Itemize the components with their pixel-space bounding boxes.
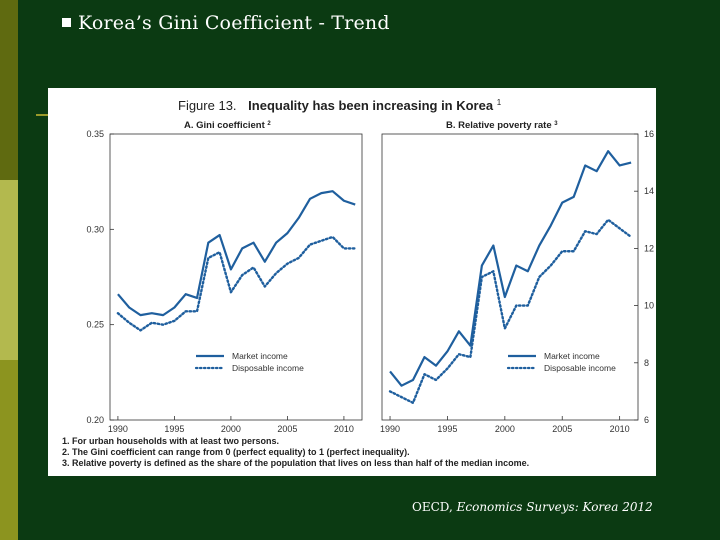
divider-rule xyxy=(36,114,56,116)
y-tick-label: 14 xyxy=(644,186,654,196)
legend-label: Disposable income xyxy=(232,363,304,373)
side-band-top xyxy=(0,0,18,180)
y-tick-label: 10 xyxy=(644,301,654,311)
legend-label: Disposable income xyxy=(544,363,616,373)
square-bullet-icon xyxy=(62,18,71,27)
y-tick-label: 0.25 xyxy=(86,320,104,330)
legend-label: Market income xyxy=(544,351,600,361)
side-band-bottom xyxy=(0,360,18,540)
figure-title-prefix: Figure 13. xyxy=(178,98,237,113)
figure-title-sup: 1 xyxy=(497,98,502,107)
figure-title: Figure 13. Inequality has been increasin… xyxy=(178,98,502,113)
x-tick-label: 2005 xyxy=(552,424,572,434)
note-3: 3. Relative poverty is defined as the sh… xyxy=(62,458,529,468)
x-tick-label: 1995 xyxy=(164,424,184,434)
x-tick-label: 1990 xyxy=(380,424,400,434)
figure-svg: Figure 13. Inequality has been increasin… xyxy=(62,98,654,468)
x-tick-label: 2005 xyxy=(277,424,297,434)
caption-title: Economics Surveys: Korea 2012 xyxy=(456,500,653,514)
slide-title: Korea’s Gini Coefficient - Trend xyxy=(62,12,390,34)
y-tick-label: 0.30 xyxy=(86,224,104,234)
x-tick-label: 1995 xyxy=(437,424,457,434)
slide-title-text: Korea’s Gini Coefficient - Trend xyxy=(78,12,390,34)
plot-frame-1 xyxy=(381,133,639,421)
legend-label: Market income xyxy=(232,351,288,361)
panel-a-title: A. Gini coefficient 2 xyxy=(184,120,271,131)
x-tick-label: 2000 xyxy=(495,424,515,434)
figure-panel: Figure 13. Inequality has been increasin… xyxy=(48,88,656,476)
plot-frame-0 xyxy=(109,133,363,421)
y-tick-label: 0.20 xyxy=(86,415,104,425)
series-line-market-1 xyxy=(389,150,632,387)
note-1: 1. For urban households with at least tw… xyxy=(62,436,279,446)
y-tick-label: 0.35 xyxy=(86,129,104,139)
panel-a-title-text: A. Gini coefficient xyxy=(184,120,266,131)
x-tick-label: 2000 xyxy=(221,424,241,434)
panel-b-title: B. Relative poverty rate 3 xyxy=(446,120,558,131)
note-2: 2. The Gini coefficient can range from 0… xyxy=(62,447,410,457)
side-band-middle xyxy=(0,180,18,360)
y-tick-label: 6 xyxy=(644,415,649,425)
x-tick-label: 1990 xyxy=(108,424,128,434)
caption-source: OECD, xyxy=(412,500,453,514)
x-tick-label: 2010 xyxy=(334,424,354,434)
source-caption: OECD, Economics Surveys: Korea 2012 xyxy=(412,500,653,514)
panel-a-title-sup: 2 xyxy=(267,121,271,127)
figure-title-main: Inequality has been increasing in Korea xyxy=(248,98,494,113)
y-tick-label: 12 xyxy=(644,243,654,253)
x-tick-label: 2010 xyxy=(610,424,630,434)
series-line-disposable-0 xyxy=(116,235,357,332)
panel-b-title-sup: 3 xyxy=(554,121,558,127)
panel-b-title-text: B. Relative poverty rate xyxy=(446,120,552,131)
y-tick-label: 16 xyxy=(644,129,654,139)
y-tick-label: 8 xyxy=(644,358,649,368)
series-line-market-0 xyxy=(117,190,356,317)
series-line-disposable-1 xyxy=(388,218,633,405)
